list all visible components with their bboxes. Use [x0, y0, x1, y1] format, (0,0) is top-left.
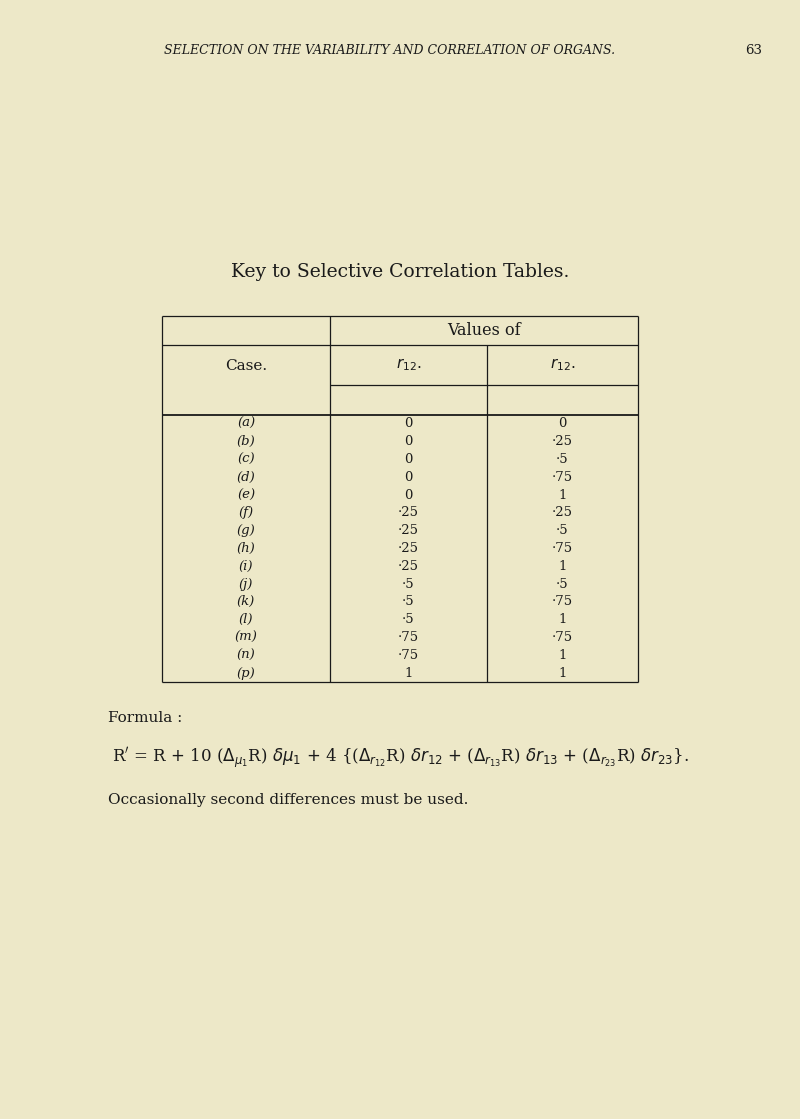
- Text: (m): (m): [234, 631, 258, 645]
- Text: ·25: ·25: [398, 542, 419, 555]
- Text: ·75: ·75: [398, 649, 419, 661]
- Text: ·5: ·5: [402, 595, 415, 609]
- Text: 1: 1: [558, 489, 566, 501]
- Text: Formula :: Formula :: [108, 711, 182, 725]
- Text: ·25: ·25: [552, 435, 573, 449]
- Text: 0: 0: [404, 471, 413, 483]
- Text: (b): (b): [237, 435, 255, 449]
- Text: SELECTION ON THE VARIABILITY AND CORRELATION OF ORGANS.: SELECTION ON THE VARIABILITY AND CORRELA…: [165, 44, 615, 56]
- Text: 1: 1: [558, 649, 566, 661]
- Text: 0: 0: [404, 489, 413, 501]
- Text: ·5: ·5: [556, 524, 569, 537]
- Text: ·5: ·5: [402, 613, 415, 627]
- Text: (k): (k): [237, 595, 255, 609]
- Text: (j): (j): [239, 577, 253, 591]
- Text: ·75: ·75: [552, 542, 573, 555]
- Text: Values of: Values of: [447, 322, 521, 339]
- Text: (h): (h): [237, 542, 255, 555]
- Text: 1: 1: [558, 560, 566, 573]
- Text: (g): (g): [237, 524, 255, 537]
- Text: (l): (l): [238, 613, 254, 627]
- Text: (n): (n): [237, 649, 255, 661]
- Text: ·75: ·75: [398, 631, 419, 645]
- Text: (i): (i): [238, 560, 254, 573]
- Text: 1: 1: [558, 613, 566, 627]
- Text: 0: 0: [404, 435, 413, 449]
- Text: Case.: Case.: [225, 358, 267, 373]
- Text: ·5: ·5: [556, 577, 569, 591]
- Text: ·5: ·5: [402, 577, 415, 591]
- Text: 63: 63: [745, 44, 762, 56]
- Text: 0: 0: [558, 417, 566, 431]
- Text: 0: 0: [404, 417, 413, 431]
- Text: (f): (f): [238, 507, 254, 519]
- Text: ·25: ·25: [398, 507, 419, 519]
- Text: Occasionally second differences must be used.: Occasionally second differences must be …: [108, 793, 468, 807]
- Text: 1: 1: [558, 667, 566, 679]
- Text: (c): (c): [237, 453, 255, 466]
- Text: (p): (p): [237, 667, 255, 679]
- Text: ·5: ·5: [556, 453, 569, 466]
- Text: Key to Selective Correlation Tables.: Key to Selective Correlation Tables.: [231, 263, 569, 281]
- Text: ·75: ·75: [552, 595, 573, 609]
- Text: ·25: ·25: [398, 560, 419, 573]
- Text: (e): (e): [237, 489, 255, 501]
- Text: 0: 0: [404, 453, 413, 466]
- Text: (d): (d): [237, 471, 255, 483]
- Text: (a): (a): [237, 417, 255, 431]
- Text: $r_{12}.$: $r_{12}.$: [550, 357, 575, 374]
- Text: ·75: ·75: [552, 471, 573, 483]
- Text: $r_{12}.$: $r_{12}.$: [396, 357, 422, 374]
- Text: ·75: ·75: [552, 631, 573, 645]
- Text: 1: 1: [404, 667, 413, 679]
- Text: ·25: ·25: [552, 507, 573, 519]
- Text: ·25: ·25: [398, 524, 419, 537]
- Text: R$'$ = R $+$ 10 ($\Delta_{\mu_1}$R) $\delta\mu_1$ $+$ 4 {($\Delta_{r_{12}}$R) $\: R$'$ = R $+$ 10 ($\Delta_{\mu_1}$R) $\de…: [111, 745, 689, 771]
